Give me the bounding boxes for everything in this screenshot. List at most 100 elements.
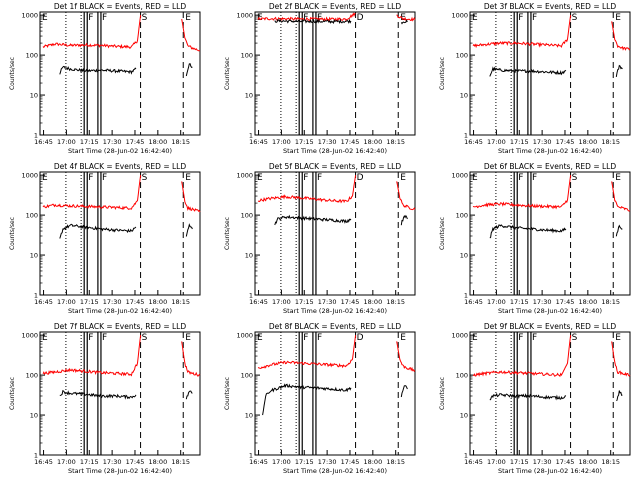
plot-frame xyxy=(254,11,416,136)
plot-frame xyxy=(469,171,631,296)
x-tick-label: 18:15 xyxy=(601,138,620,146)
x-tick-label: 17:45 xyxy=(126,298,145,306)
x-tick-label: 18:00 xyxy=(578,458,597,466)
lld-series-line xyxy=(611,181,631,212)
plot-frame xyxy=(254,171,416,296)
marker-e1-label: E xyxy=(257,333,263,343)
x-tick-label: 17:00 xyxy=(57,138,76,146)
x-axis-label: Start Time (28-Jun-02 16:42:40) xyxy=(68,467,172,475)
marker-f1-label: F xyxy=(518,173,523,183)
panel-title: Det 6f BLACK = Events, RED = LLD xyxy=(484,162,617,171)
events-series-line xyxy=(615,224,623,237)
y-axis-label: Counts/sec xyxy=(9,57,16,90)
plot-frame xyxy=(39,11,201,136)
y-tick-label: 10 xyxy=(460,412,468,420)
events-series-line xyxy=(616,390,623,402)
x-tick-label: 17:30 xyxy=(103,298,122,306)
x-axis-label: Start Time (28-Jun-02 16:42:40) xyxy=(498,307,602,315)
y-tick-label: 1000 xyxy=(21,332,38,340)
marker-f1-label: F xyxy=(88,333,93,343)
marker-f2-label: F xyxy=(102,173,107,183)
marker-s-label: S xyxy=(142,13,148,23)
x-tick-label: 17:45 xyxy=(126,138,145,146)
y-tick-label: 10 xyxy=(30,412,38,420)
y-tick-label: 100 xyxy=(26,52,38,60)
events-series-line xyxy=(400,214,408,226)
events-series-line xyxy=(489,66,567,77)
x-tick-label: 17:15 xyxy=(295,458,314,466)
x-tick-label: 18:00 xyxy=(148,138,167,146)
events-series-line xyxy=(274,214,352,226)
lld-series-line xyxy=(611,341,631,377)
events-series-line xyxy=(615,64,623,77)
events-series-line xyxy=(185,390,193,400)
x-tick-label: 17:30 xyxy=(318,138,337,146)
x-tick-label: 17:00 xyxy=(57,298,76,306)
events-series-line xyxy=(59,389,137,400)
det-panel-4: Det 4f BLACK = Events, RED = LLD E F F S E 1 10… xyxy=(9,162,201,315)
x-axis-label: Start Time (28-Jun-02 16:42:40) xyxy=(68,307,172,315)
x-tick-label: 18:00 xyxy=(578,138,597,146)
x-tick-label: 17:00 xyxy=(272,458,291,466)
y-tick-label: 100 xyxy=(456,52,468,60)
x-tick-label: 18:15 xyxy=(386,138,405,146)
plot-frame xyxy=(469,11,631,136)
marker-e2-label: E xyxy=(185,173,191,183)
marker-e2-label: E xyxy=(400,13,406,23)
marker-e2-label: E xyxy=(185,13,191,23)
panel-title: Det 2f BLACK = Events, RED = LLD xyxy=(269,2,402,11)
x-tick-label: 16:45 xyxy=(464,138,483,146)
x-tick-label: 17:30 xyxy=(533,298,552,306)
x-tick-label: 17:30 xyxy=(533,138,552,146)
marker-f2-label: F xyxy=(532,13,537,23)
marker-e1-label: E xyxy=(42,333,48,343)
plot-frame xyxy=(469,331,631,456)
y-tick-label: 100 xyxy=(26,212,38,220)
x-tick-label: 17:15 xyxy=(80,298,99,306)
x-tick-label: 16:45 xyxy=(249,458,268,466)
y-tick-label: 1 xyxy=(34,292,38,300)
x-tick-label: 18:15 xyxy=(171,298,190,306)
marker-s-label: S xyxy=(572,13,578,23)
x-tick-label: 16:45 xyxy=(464,458,483,466)
x-tick-label: 17:00 xyxy=(487,138,506,146)
panel-title: Det 1f BLACK = Events, RED = LLD xyxy=(54,2,187,11)
x-tick-label: 18:00 xyxy=(148,458,167,466)
x-axis-label: Start Time (28-Jun-02 16:42:40) xyxy=(283,467,387,475)
lld-series-line xyxy=(42,15,142,50)
y-tick-label: 100 xyxy=(241,52,253,60)
x-tick-label: 17:15 xyxy=(510,138,529,146)
lld-series-line xyxy=(42,175,142,211)
x-tick-label: 17:45 xyxy=(341,138,360,146)
marker-e2-label: E xyxy=(615,333,621,343)
y-axis-label: Counts/sec xyxy=(224,217,231,250)
y-tick-label: 1 xyxy=(249,132,253,140)
marker-f2-label: F xyxy=(317,173,322,183)
events-series-line xyxy=(185,223,193,237)
marker-e2-label: E xyxy=(615,173,621,183)
x-tick-label: 17:45 xyxy=(556,458,575,466)
events-series-line xyxy=(262,383,352,416)
y-tick-label: 1000 xyxy=(236,172,253,180)
x-tick-label: 18:15 xyxy=(171,138,190,146)
x-tick-label: 18:15 xyxy=(601,298,620,306)
panel-title: Det 7f BLACK = Events, RED = LLD xyxy=(54,322,187,331)
marker-f1-label: F xyxy=(303,333,308,343)
x-tick-label: 18:00 xyxy=(578,298,597,306)
lld-series-line xyxy=(257,335,357,369)
x-tick-label: 16:45 xyxy=(34,298,53,306)
lld-series-line xyxy=(472,15,572,49)
marker-e2-label: E xyxy=(185,333,191,343)
x-tick-label: 17:30 xyxy=(103,138,122,146)
y-tick-label: 1000 xyxy=(451,172,468,180)
events-series-line xyxy=(185,63,193,77)
x-tick-label: 17:30 xyxy=(533,458,552,466)
marker-e1-label: E xyxy=(472,333,478,343)
x-tick-label: 17:00 xyxy=(272,138,291,146)
x-tick-label: 17:45 xyxy=(556,298,575,306)
marker-f2-label: F xyxy=(102,333,107,343)
plot-frame xyxy=(39,171,201,296)
x-tick-label: 18:15 xyxy=(171,458,190,466)
lld-series-line xyxy=(42,335,142,377)
